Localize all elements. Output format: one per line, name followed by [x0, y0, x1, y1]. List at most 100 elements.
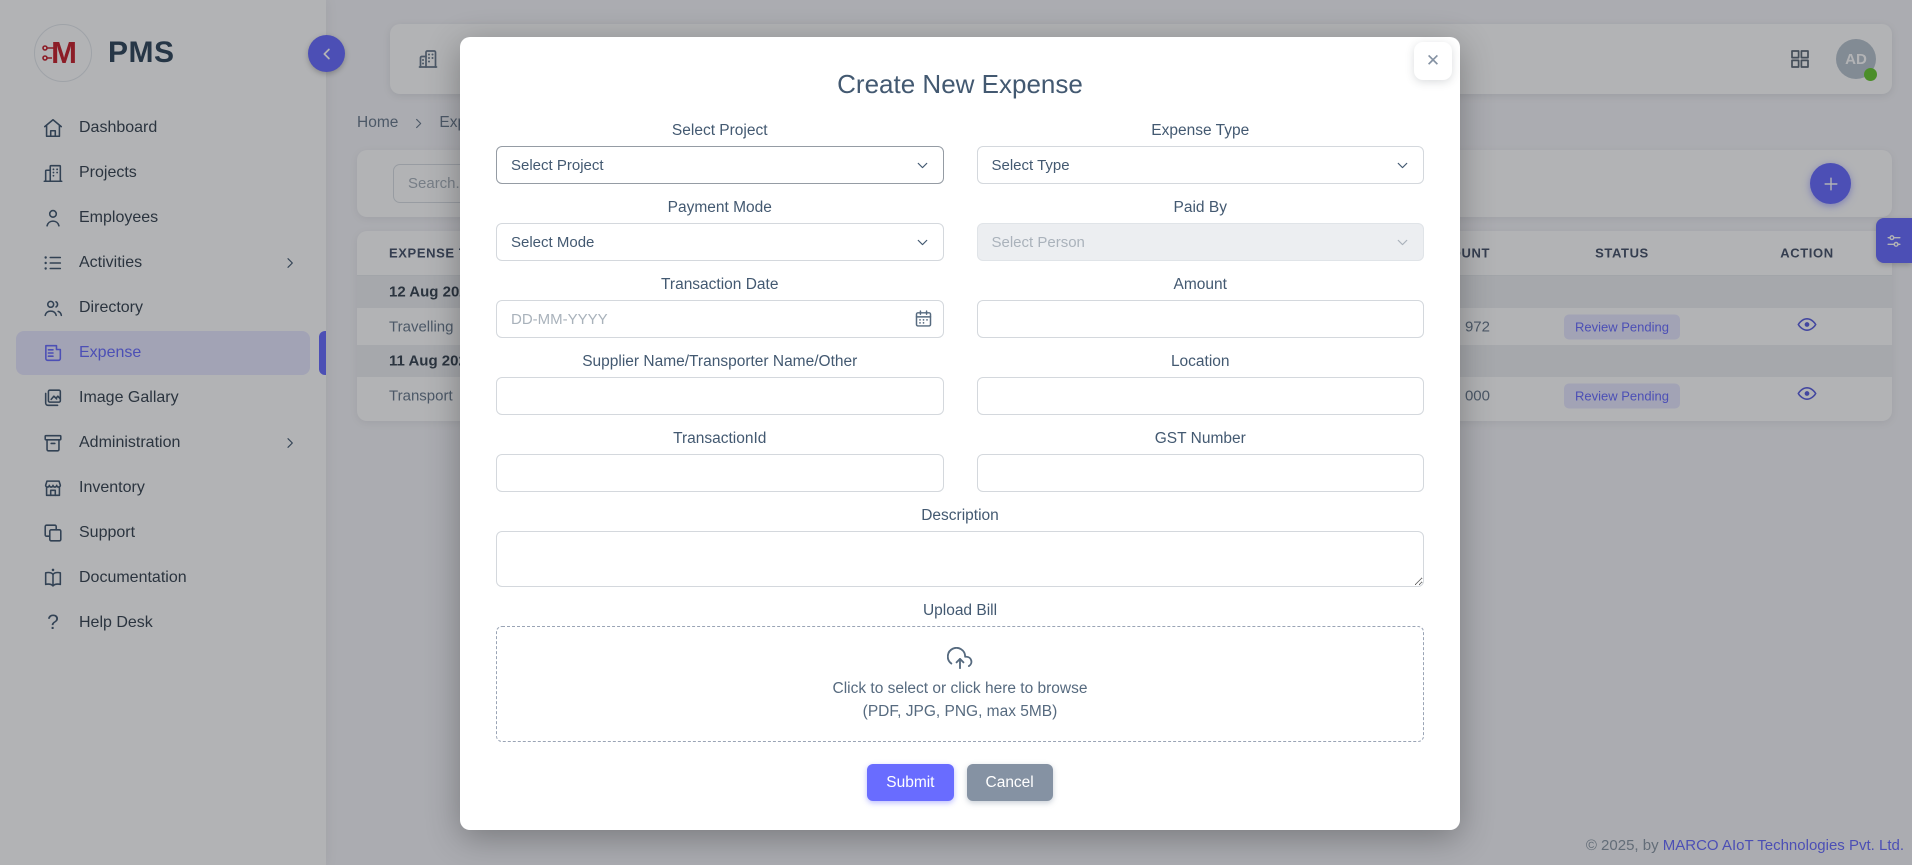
sliders-icon [1887, 234, 1901, 247]
company-building-icon[interactable] [416, 47, 440, 71]
transaction-id-input[interactable] [496, 454, 944, 492]
sidebar-item-expense[interactable]: Expense [16, 331, 326, 375]
cell-status: Review Pending [1560, 383, 1684, 408]
view-eye-icon[interactable] [1796, 313, 1818, 335]
sidebar-item-documentation[interactable]: Documentation [16, 556, 310, 600]
expense-type-label: Expense Type [1151, 122, 1250, 139]
cell-expense-type: Transport [389, 387, 453, 404]
status-badge: Review Pending [1564, 383, 1680, 408]
paid-by-value: Select Person [991, 233, 1085, 251]
upload-dropzone[interactable]: Click to select or click here to browse … [496, 626, 1424, 742]
people-icon [42, 297, 64, 319]
cloud-upload-icon [947, 647, 973, 673]
online-status-dot [1864, 68, 1877, 81]
apps-grid-icon[interactable] [1788, 47, 1812, 71]
chevron-down-icon [914, 234, 931, 251]
sidebar-item-label: Support [79, 524, 136, 541]
modal-title: Create New Expense [837, 69, 1083, 99]
table-row: Transport 000 Review Pending [357, 377, 1892, 414]
submit-button[interactable]: Submit [867, 764, 954, 801]
sidebar-item-label: Inventory [79, 479, 145, 496]
sidebar: M PMS Dashboard Projects Employees Activ… [0, 0, 326, 865]
buildings-icon [42, 162, 64, 184]
question-mark-icon: ? [47, 611, 59, 634]
avatar-initials: AD [1845, 50, 1867, 68]
sidebar-item-administration[interactable]: Administration [16, 421, 310, 465]
image-icon [42, 387, 64, 409]
active-indicator [319, 331, 326, 375]
chevron-down-icon [914, 157, 931, 174]
sidebar-item-directory[interactable]: Directory [16, 286, 310, 330]
footer-copyright: © 2025, by MARCO AIoT Technologies Pvt. … [1586, 837, 1904, 854]
gst-number-input[interactable] [976, 454, 1424, 492]
person-icon [42, 207, 64, 229]
chevron-down-icon [1394, 234, 1411, 251]
cell-status: Review Pending [1560, 314, 1684, 339]
cell-amount: 972 [1464, 318, 1490, 335]
expense-type-value: Select Type [991, 156, 1070, 174]
expense-type-dropdown[interactable]: Select Type [976, 146, 1424, 184]
paid-by-label: Paid By [1173, 199, 1227, 216]
brand[interactable]: M PMS [0, 0, 326, 100]
sidebar-item-label: Directory [79, 299, 144, 316]
add-expense-button[interactable] [1810, 163, 1851, 204]
sidebar-item-support[interactable]: Support [16, 511, 310, 555]
payment-mode-dropdown[interactable]: Select Mode [496, 223, 944, 261]
chevron-left-icon [322, 48, 330, 59]
upload-instruction: Click to select or click here to browse [832, 680, 1088, 697]
sidebar-item-employees[interactable]: Employees [16, 196, 310, 240]
cancel-button[interactable]: Cancel [966, 764, 1053, 801]
expense-form: Select Project Expense Type Select Proje… [460, 107, 1460, 801]
description-textarea[interactable] [496, 531, 1424, 587]
transaction-date-label: Transaction Date [661, 276, 779, 293]
breadcrumb-home[interactable]: Home [357, 114, 399, 131]
sidebar-item-label: Image Gallary [79, 389, 179, 406]
sidebar-item-label: Expense [79, 344, 142, 361]
copy-icon [42, 522, 64, 544]
sidebar-item-label: Activities [79, 254, 143, 271]
cell-amount: 000 [1464, 387, 1490, 404]
app-name: PMS [108, 36, 175, 69]
amount-input[interactable] [976, 300, 1424, 338]
copyright-text: © 2025, by [1585, 837, 1663, 854]
sidebar-item-dashboard[interactable]: Dashboard [16, 106, 310, 150]
avatar[interactable]: AD [1836, 39, 1877, 81]
modal-actions: Submit Cancel [496, 764, 1424, 801]
status-badge: Review Pending [1564, 314, 1680, 339]
upload-bill-label: Upload Bill [922, 602, 998, 619]
supplier-input[interactable] [496, 377, 944, 415]
sidebar-collapse-button[interactable] [308, 35, 345, 72]
book-reader-icon [42, 567, 64, 589]
logo-letter: M [51, 35, 77, 70]
company-link[interactable]: MARCO AIoT Technologies Pvt. Ltd. [1662, 837, 1904, 854]
archive-icon [42, 432, 64, 454]
cell-action [1752, 382, 1862, 409]
group-date: 12 Aug 2025 [389, 283, 476, 301]
sidebar-item-label: Administration [79, 434, 181, 451]
sidebar-item-label: Projects [79, 164, 137, 181]
location-label: Location [1170, 353, 1230, 370]
close-icon: ✕ [1425, 51, 1441, 70]
payment-mode-label: Payment Mode [667, 199, 772, 216]
group-date: 11 Aug 2025 [389, 352, 476, 370]
paid-by-dropdown: Select Person [976, 223, 1424, 261]
brand-logo: M [34, 24, 92, 82]
amount-label: Amount [1173, 276, 1227, 293]
chevron-right-icon [411, 116, 426, 131]
close-button[interactable]: ✕ [1414, 42, 1452, 80]
topbar-actions: AD [1788, 39, 1877, 81]
sidebar-item-activities[interactable]: Activities [16, 241, 310, 285]
list-icon [42, 252, 64, 274]
sidebar-item-image-gallary[interactable]: Image Gallary [16, 376, 310, 420]
home-icon [42, 117, 64, 139]
plus-icon [1823, 176, 1838, 191]
sidebar-item-help-desk[interactable]: ? Help Desk [16, 601, 310, 645]
location-input[interactable] [976, 377, 1424, 415]
transaction-date-input[interactable] [496, 300, 944, 338]
view-eye-icon[interactable] [1796, 382, 1818, 404]
customizer-toggle[interactable] [1876, 218, 1912, 263]
sidebar-item-projects[interactable]: Projects [16, 151, 310, 195]
sidebar-item-inventory[interactable]: Inventory [16, 466, 310, 510]
cell-action [1752, 313, 1862, 340]
select-project-dropdown[interactable]: Select Project [496, 146, 944, 184]
